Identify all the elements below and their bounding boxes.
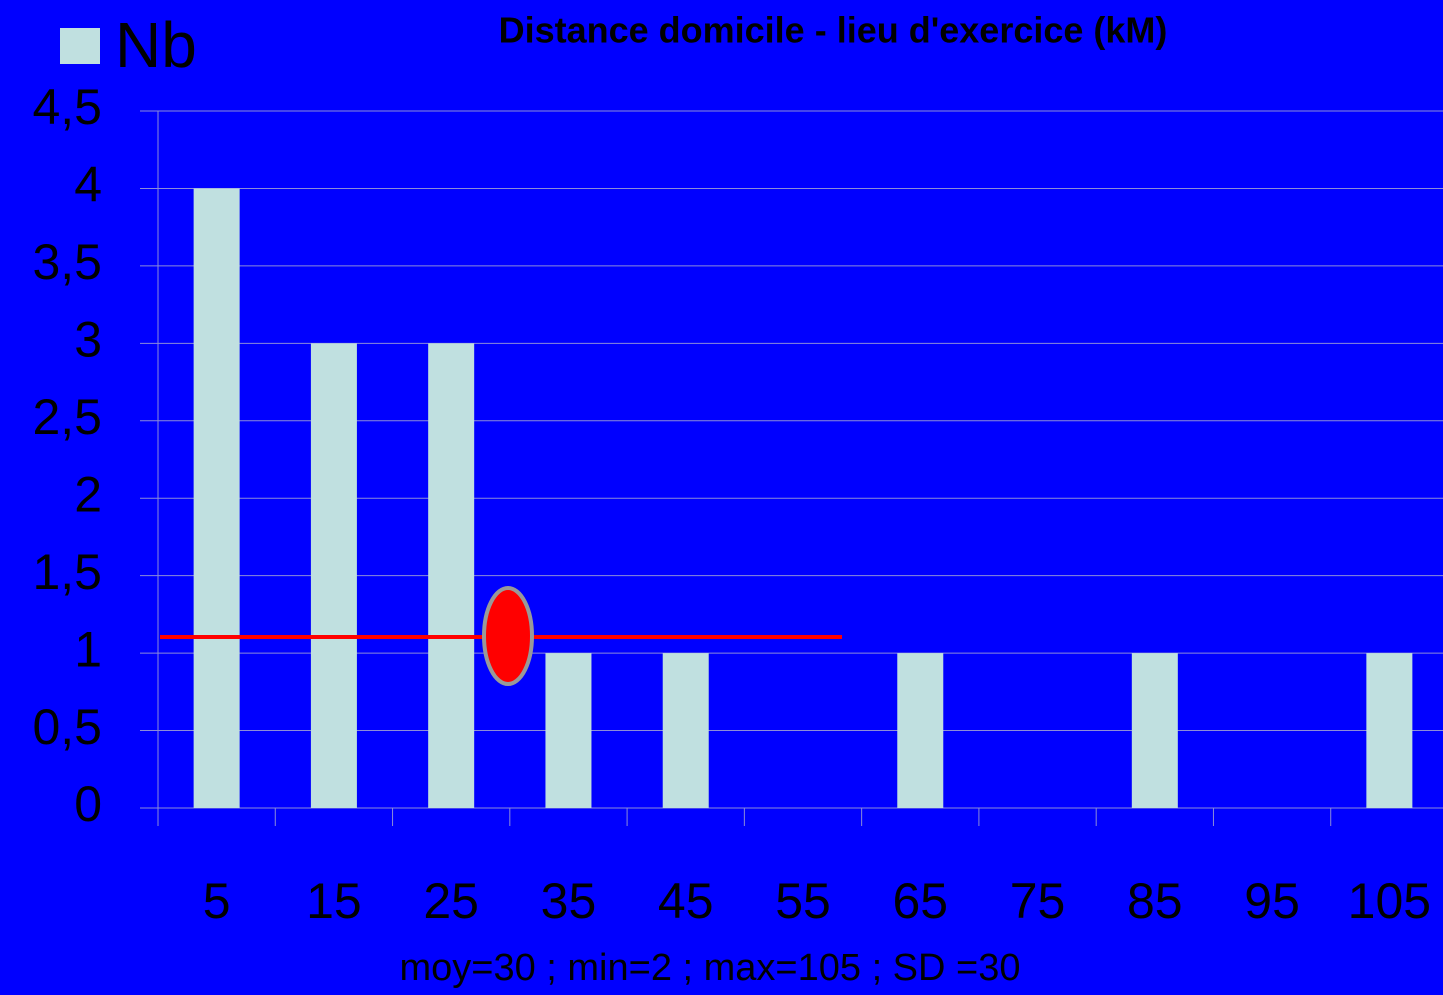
y-tick-label: 4 — [74, 157, 102, 213]
y-tick-label: 0,5 — [32, 699, 102, 755]
legend-label: Nb — [115, 9, 197, 81]
bar — [662, 653, 709, 808]
bar — [1131, 653, 1178, 808]
x-tick-label: 75 — [1010, 873, 1066, 929]
y-tick-label: 1,5 — [32, 544, 102, 600]
plot: 0 0,5 1 1,5 2 2,5 3 3,5 4 4,5 5 15 25 35 45 55 65 75 85 95 1… — [32, 9, 1443, 929]
legend-swatch — [60, 28, 100, 64]
y-tick-label: 3 — [74, 312, 102, 368]
x-tick-label: 15 — [306, 873, 362, 929]
x-tick-label: 45 — [658, 873, 714, 929]
mean-marker — [482, 586, 534, 686]
x-tick-label: 95 — [1244, 873, 1300, 929]
y-tick-label: 2,5 — [32, 389, 102, 445]
x-tick-label: 5 — [203, 873, 231, 929]
y-tick-label: 0 — [74, 776, 102, 832]
bar — [545, 653, 592, 808]
y-tick-label: 2 — [74, 466, 102, 522]
bar — [428, 343, 475, 808]
bar — [1366, 653, 1413, 808]
x-tick-label: 25 — [423, 873, 479, 929]
bar — [310, 343, 357, 808]
y-tick-label: 4,5 — [32, 79, 102, 135]
y-tick-label: 3,5 — [32, 234, 102, 290]
annotation: moy=30 ; min=2 ; max=105 ; SD =30 — [399, 947, 1020, 989]
chart-title: Distance domicile - lieu d'exercice (kM) — [499, 10, 1168, 51]
bar — [897, 653, 944, 808]
bar — [193, 188, 240, 808]
x-tick-label: 35 — [541, 873, 597, 929]
x-tick-label: 85 — [1127, 873, 1183, 929]
x-tick-label: 55 — [775, 873, 831, 929]
y-tick-label: 1 — [74, 621, 102, 677]
x-tick-label: 65 — [892, 873, 948, 929]
x-tick-label: 105 — [1348, 873, 1431, 929]
